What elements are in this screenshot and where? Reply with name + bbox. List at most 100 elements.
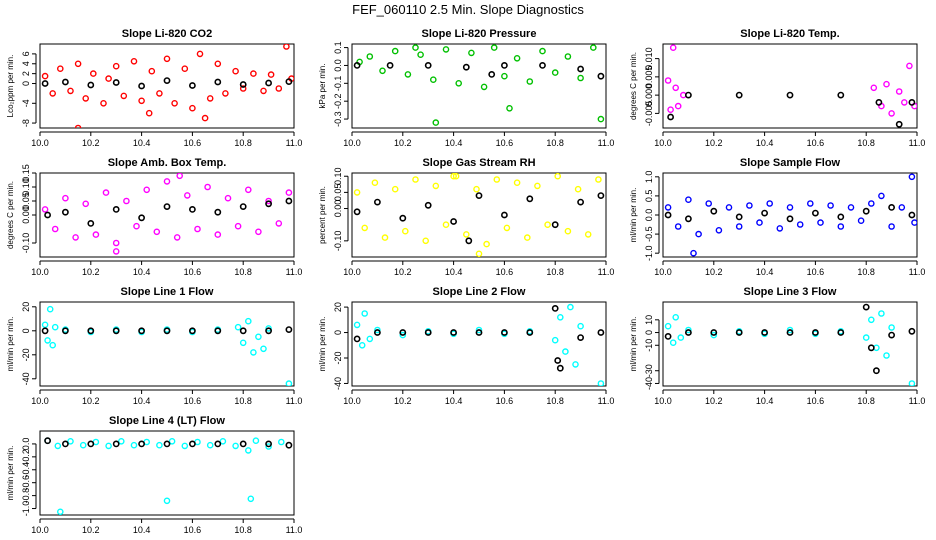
average-point [87,440,95,448]
average-point [188,205,196,213]
y-tick-label: -0.4 [21,462,31,478]
raw-point [130,58,138,65]
x-tick-label: 11.0 [286,138,303,148]
raw-point [412,44,419,51]
raw-point [283,44,290,50]
average-point [761,209,768,217]
x-tick-label: 10.4 [756,138,774,148]
raw-point [883,352,890,359]
raw-point [404,71,412,78]
average-point [875,99,883,106]
raw-point [862,334,870,341]
average-point [62,78,69,86]
raw-point [244,317,252,325]
raw-point [908,380,916,386]
raw-point [361,224,369,232]
raw-point [133,222,140,230]
x-tick-label: 11.0 [598,396,615,406]
average-point [450,218,457,225]
x-tick-label: 10.6 [496,267,514,277]
x-tick-label: 10.2 [394,267,412,277]
average-point [424,62,432,69]
raw-point [247,495,255,503]
x-tick-label: 11.0 [286,267,303,277]
raw-point [138,97,145,105]
raw-point [67,437,74,445]
raw-point [776,225,784,232]
x-tick-label: 11.0 [598,138,615,148]
average-point [138,214,145,222]
chart-panel-9: Slope Line 3 Flow 10.0 10.2 10.4 10.6 10.8 11.… [629,286,925,406]
average-point [87,219,95,227]
raw-point [183,192,191,199]
raw-point [590,44,597,51]
x-tick-label: 11.0 [286,396,303,406]
raw-point [450,173,457,180]
raw-point [41,206,49,213]
raw-point [878,310,885,317]
average-point [908,211,916,219]
raw-point [353,321,361,329]
points-layer [41,44,294,128]
raw-point [90,70,97,77]
average-point [188,440,196,448]
raw-point [766,200,774,207]
raw-point [551,69,559,76]
x-tick-label: 10.6 [807,267,825,277]
raw-point [206,95,214,102]
y-tick-label: 20 [333,302,343,312]
raw-point [669,339,677,347]
raw-point [255,228,262,236]
x-tick-label: 10.8 [857,267,875,277]
average-point [888,331,895,339]
raw-point [432,119,440,126]
raw-point [112,62,120,70]
y-tick-label: 0.00 [21,206,31,224]
average-point [685,91,692,99]
y-tick-label: -0.3 [333,111,343,127]
raw-point [366,53,374,60]
raw-point [275,85,283,92]
y-tick-label: -0.2 [333,93,343,109]
average-point [862,207,870,215]
average-point [462,63,470,71]
raw-point [493,176,501,183]
raw-point [62,194,69,202]
raw-point [705,200,713,207]
raw-point [145,109,153,117]
average-point [285,441,293,449]
points-layer [664,44,917,128]
average-point [138,440,145,448]
raw-point [206,441,214,449]
raw-point [895,88,903,95]
y-axis-label: kPa per min. [318,64,327,109]
y-tick-label: 0.10 [21,178,31,196]
raw-point [506,105,513,112]
plot-frame [662,301,918,387]
raw-point [148,67,156,75]
raw-point [664,77,672,84]
y-tick-label: -0.8 [21,488,31,504]
x-tick-label: 10.2 [705,396,723,406]
average-point [837,213,845,221]
chart-panel-3: Slope Li-820 Temp. 10.0 10.2 10.4 10.6 10.8 11… [629,28,925,148]
average-point [862,303,870,311]
raw-point [562,348,569,355]
y-tick-label: 0.10 [333,167,343,185]
average-point [112,79,120,86]
raw-point [564,53,572,60]
y-tick-label: 0.05 [333,184,343,202]
raw-point [41,321,49,329]
average-point [908,327,916,335]
raw-point [358,341,366,349]
raw-point [557,313,564,321]
x-tick-label: 10.2 [705,138,723,148]
average-point [188,327,196,335]
average-point [577,198,584,206]
panel-title: Slope Li-820 Pressure [422,28,537,40]
panel-title: Slope Line 3 Flow [744,286,837,298]
raw-point [429,76,437,83]
y-axis-label: degrees C per min. [6,181,15,249]
average-point [812,209,819,217]
raw-point [51,323,59,331]
